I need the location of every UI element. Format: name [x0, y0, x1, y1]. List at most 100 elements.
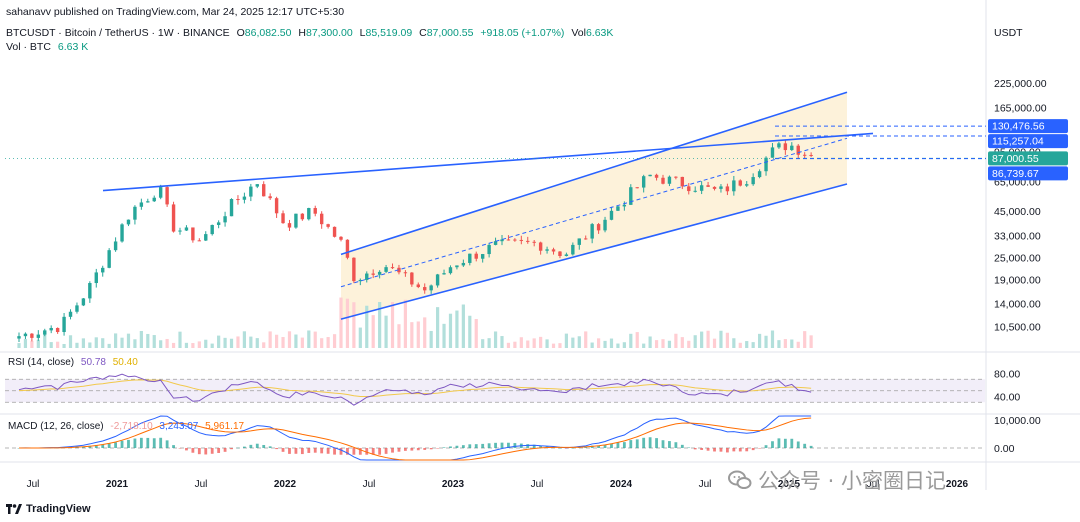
tradingview-logo-icon [6, 504, 22, 514]
volume-bar [358, 327, 362, 348]
tradingview-logo[interactable]: TradingView [6, 503, 91, 515]
time-tick-year: 2024 [610, 479, 633, 490]
vol-value: 6.63K [585, 27, 614, 39]
macd-histogram-bar [565, 448, 568, 449]
volume-bar [712, 338, 717, 348]
volume-bar [442, 323, 446, 348]
rsi-legend[interactable]: RSI (14, close) 50.78 50.40 [8, 357, 138, 368]
macd-histogram-bar [133, 438, 137, 448]
macd-histogram-bar [178, 448, 182, 449]
macd-histogram-bar [358, 448, 362, 455]
volume-bar [178, 331, 182, 348]
volume-bar [88, 342, 92, 348]
rsi-title: RSI (14, close) [8, 357, 75, 368]
candle-body [435, 274, 440, 286]
volume-bar [461, 304, 465, 348]
channel-lower-line [340, 183, 848, 320]
volume-bar [281, 337, 285, 348]
macd-histogram-bar [642, 437, 646, 448]
volume-bar [783, 339, 787, 348]
time-tick-month: Jul [363, 479, 376, 490]
volume-bar [654, 340, 659, 348]
price-badge-label: 87,000.55 [992, 153, 1039, 165]
volume-bar [287, 331, 292, 348]
candle-body [403, 272, 408, 274]
candle-body [674, 176, 678, 178]
volume-bar [725, 332, 729, 348]
symbol-legend[interactable]: BTCUSDT · Bitcoin / TetherUS · 1W · BINA… [6, 27, 613, 39]
time-axis[interactable]: Jul 2021 Jul 2022 Jul 2023 Jul 2024 Jul 2025 Jul 20… [27, 479, 969, 490]
volume-bar [448, 313, 453, 348]
candle-body [152, 197, 156, 202]
price-badge-label: 130,476.56 [992, 121, 1045, 133]
volume-bar [107, 343, 111, 348]
volume-bar [687, 340, 691, 348]
macd-legend[interactable]: MACD (12, 26, close) -2,718.10 3,243.07 … [8, 421, 244, 432]
volume-bar [410, 322, 414, 348]
candle-body [139, 202, 144, 207]
volume-bar [352, 302, 356, 348]
volume-bar [758, 333, 762, 348]
candle-body [384, 267, 388, 272]
time-tick-month: Jul [27, 479, 40, 490]
volume-bar [571, 337, 575, 348]
vol-label: Vol [571, 27, 586, 39]
price-badge [988, 119, 1068, 134]
volume-bar [384, 315, 388, 348]
candle-body [229, 199, 234, 217]
volume-bar [436, 307, 440, 348]
candle-body [757, 171, 762, 178]
macd-histogram-bar [139, 437, 143, 448]
rsi-tick-label: 40.00 [994, 392, 1020, 404]
ohlc-c-value: 87,000.55 [426, 27, 474, 39]
volume-legend[interactable]: Vol · BTC 6.63 K [6, 41, 88, 53]
macd-histogram-bar [442, 447, 446, 448]
macd-histogram-bar [513, 443, 517, 448]
volume-bar [307, 330, 311, 348]
volume-bar [126, 333, 131, 348]
volume-bar [236, 336, 240, 348]
macd-histogram-bar [197, 448, 201, 455]
candle-body [513, 239, 517, 241]
watermark-text: 公众号 · 小密圈日记 [758, 469, 947, 493]
price-axis[interactable]: USDT225,000.00165,000.0095,000.0065,000.… [988, 27, 1068, 333]
candle-body [629, 187, 633, 205]
price-tick-label: 45,000.00 [994, 206, 1041, 218]
volume-bar [558, 343, 562, 348]
macd-histogram-bar [378, 448, 382, 455]
macd-histogram-bar [558, 447, 562, 449]
trend-lines [5, 91, 986, 320]
volume-bar [204, 339, 208, 348]
macd-histogram-bar [771, 441, 774, 448]
candle-body [461, 262, 466, 266]
candle-body [210, 224, 214, 235]
candle-body [416, 284, 420, 288]
candle-body [648, 174, 652, 177]
macd-histogram-bar [481, 443, 485, 448]
macd-histogram-bar [236, 447, 240, 449]
wechat-icon [728, 470, 752, 489]
candle-body [654, 174, 659, 178]
tradingview-brand: TradingView [26, 503, 91, 515]
macd-histogram-bar [159, 437, 163, 448]
macd-histogram-bar [365, 448, 369, 455]
macd-histogram-bar [217, 448, 221, 453]
price-badge-label: 86,739.67 [992, 168, 1039, 180]
candle-body [526, 240, 530, 242]
candle-body [390, 267, 395, 269]
candle-body [133, 206, 137, 220]
macd-histogram-bar [719, 448, 723, 452]
candle-body [622, 204, 627, 207]
candle-body [332, 226, 337, 237]
macd-histogram-bar [313, 448, 317, 453]
macd-histogram-bar [300, 448, 304, 455]
volume-bar [191, 343, 195, 348]
price-badge [988, 134, 1068, 149]
volume-bar [693, 335, 697, 348]
macd-histogram-bar [455, 445, 459, 448]
volume-bar [590, 342, 594, 348]
volume-bar [487, 338, 491, 348]
volume-bar [171, 342, 176, 348]
candle-body [49, 327, 53, 331]
